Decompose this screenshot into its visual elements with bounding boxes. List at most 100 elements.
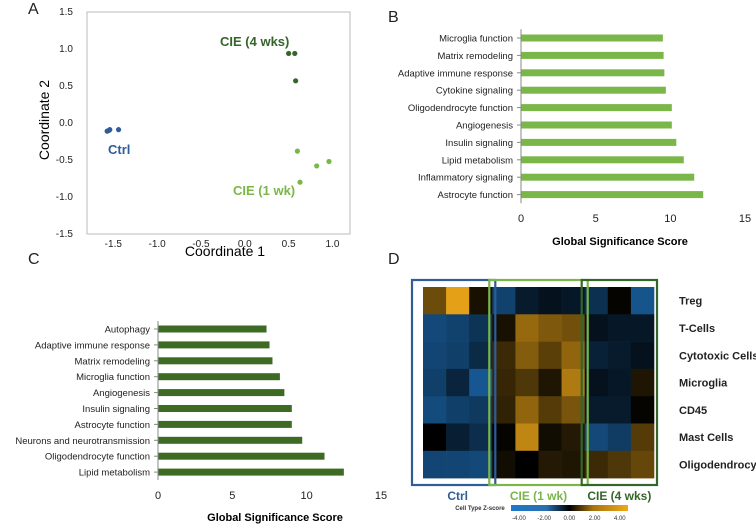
- heatmap-cell: [538, 368, 562, 397]
- heatmap-cell: [538, 341, 562, 370]
- y-axis-label: Coordinate 2: [36, 80, 52, 160]
- heatmap-cells: [423, 287, 655, 479]
- heatmap-cell: [561, 287, 585, 315]
- data-point: [293, 78, 299, 84]
- heatmap-cell: [607, 396, 632, 424]
- row-label: CD45: [679, 405, 707, 417]
- colorbar-tick-label: 2.00: [589, 516, 601, 522]
- group-label: CIE (1 wk): [510, 489, 567, 503]
- heatmap-cell: [469, 450, 493, 479]
- colorbar-tick-label: -4.00: [512, 516, 526, 522]
- category-label: Microglia function: [76, 372, 150, 383]
- category-label: Neurons and neurotransmission: [15, 436, 150, 447]
- heatmap-cell: [515, 450, 539, 479]
- bar: [521, 191, 704, 199]
- scatter-axes: -1.5 -1.0 -0.5 0.0 0.5 1.0 1.5 1.0 0.5 0.0 -0.5 -1.…: [56, 7, 351, 250]
- y-tick-label: -1.5: [56, 229, 74, 240]
- heatmap-cell: [630, 450, 655, 479]
- heatmap-cell: [538, 287, 562, 315]
- heatmap-cell: [423, 423, 447, 452]
- heatmap-cell: [607, 368, 632, 397]
- heatmap-cell: [492, 423, 516, 452]
- group-boxes: [410, 278, 659, 487]
- x-axis-label: Global Significance Score: [207, 512, 343, 524]
- heatmap-cell: [446, 287, 470, 315]
- row-label: Microglia: [679, 378, 728, 390]
- heatmap-cell: [561, 396, 585, 424]
- heatmap-cell: [607, 287, 632, 315]
- heatmap-cell: [446, 396, 470, 424]
- bar: [158, 420, 292, 428]
- colorbar: Cell Type Z-score -4.00 -2.00 0.00 2.00 4.00: [455, 505, 628, 522]
- heatmap-cell: [515, 368, 539, 397]
- heatmap-cell: [492, 287, 516, 315]
- bar: [521, 86, 666, 94]
- x-tick-label: -1.0: [149, 239, 167, 250]
- panel-c-bar-chart: Autophagy Adaptive immune response Matrix …: [15, 321, 387, 524]
- heatmap-cell: [584, 423, 609, 452]
- heatmap-cell: [423, 368, 447, 397]
- group-label: CIE (4 wks): [587, 489, 651, 503]
- heatmap-cell: [630, 423, 655, 452]
- y-tick-label: 0.0: [59, 118, 73, 129]
- category-label: Inflammatory signaling: [418, 173, 513, 184]
- x-tick-label: 15: [375, 490, 387, 502]
- x-tick-label: 1.0: [326, 239, 340, 250]
- heatmap-cell: [630, 368, 655, 397]
- category-label: Adaptive immune response: [35, 340, 150, 351]
- heatmap-cell: [423, 287, 447, 315]
- panel-d-heatmap: Treg T-Cells Cytotoxic Cells Microglia CD45 M…: [410, 278, 756, 522]
- heatmap-cell: [446, 450, 470, 479]
- row-label: Cytotoxic Cells: [679, 350, 756, 362]
- colorbar-tick-label: -2.00: [537, 516, 551, 522]
- row-label: T-Cells: [679, 323, 715, 335]
- data-point: [326, 158, 332, 165]
- category-label: Autophagy: [105, 325, 151, 336]
- category-label: Angiogenesis: [93, 388, 150, 399]
- panel-a-scatter-chart: -1.5 -1.0 -0.5 0.0 0.5 1.0 1.5 1.0 0.5 0.0 -0.5 -1.…: [36, 7, 351, 259]
- group-label: Ctrl: [447, 489, 468, 503]
- heatmap-cell: [630, 396, 655, 424]
- x-tick-label: -1.5: [105, 239, 123, 250]
- x-tick-label: 0.5: [282, 239, 296, 250]
- heatmap-cell: [538, 450, 562, 479]
- heatmap-cell: [446, 314, 470, 342]
- bar: [158, 452, 325, 460]
- x-axis-label: Global Significance Score: [552, 236, 688, 248]
- row-label: Mast Cells: [679, 432, 733, 444]
- heatmap-cell: [607, 341, 632, 370]
- colorbar-label: Cell Type Z-score: [455, 506, 505, 512]
- x-tick-label: 0: [518, 213, 524, 225]
- colorbar-tick-label: 0.00: [564, 516, 576, 522]
- category-label: Lipid metabolism: [442, 155, 513, 166]
- row-labels: Treg T-Cells Cytotoxic Cells Microglia CD45 M…: [679, 296, 756, 472]
- colorbar-ticks: -4.00 -2.00 0.00 2.00 4.00: [512, 516, 626, 522]
- bar: [158, 436, 303, 444]
- bar: [158, 325, 267, 333]
- y-tick-label: 1.5: [59, 7, 73, 18]
- annotation-cie-1wk: CIE (1 wk): [233, 183, 295, 198]
- heatmap-cell: [446, 423, 470, 452]
- category-label: Matrix remodeling: [438, 51, 514, 62]
- heatmap-cell: [538, 396, 562, 424]
- bar: [158, 357, 273, 365]
- heatmap-cell: [538, 423, 562, 452]
- bar: [521, 69, 665, 77]
- scatter-points: [104, 50, 332, 185]
- bar: [158, 341, 270, 349]
- heatmap-cell: [469, 341, 493, 370]
- heatmap-cell: [607, 314, 632, 342]
- heatmap-cell: [607, 450, 632, 479]
- bar: [521, 173, 695, 181]
- panel-b-bar-chart: Microglia function Matrix remodeling Adapt…: [398, 29, 751, 248]
- category-label: Matrix remodeling: [75, 356, 151, 367]
- heatmap-cell: [584, 368, 609, 397]
- category-label: Insulin signaling: [445, 138, 513, 149]
- x-axis-label: Coordinate 1: [185, 243, 265, 259]
- heatmap-cell: [492, 314, 516, 342]
- x-tick-label: 10: [664, 213, 676, 225]
- bar: [158, 373, 280, 381]
- bar: [521, 121, 672, 129]
- heatmap-cell: [423, 450, 447, 479]
- bar: [158, 389, 285, 397]
